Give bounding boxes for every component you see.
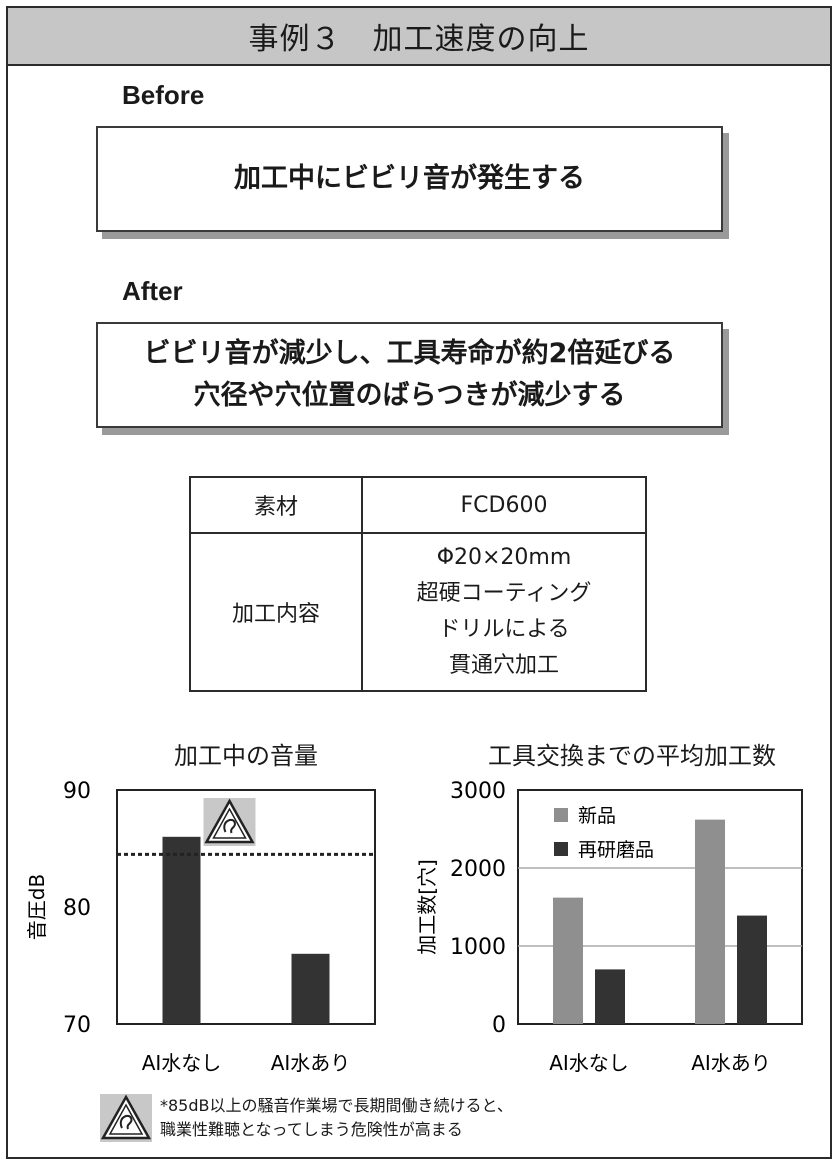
after-text-line-1: ビビリ音が減少し、工具寿命が約2倍延びる	[143, 338, 676, 369]
spec-key-material: 素材	[189, 476, 363, 534]
process-line: ドリルによる	[438, 617, 570, 642]
footnote: *85dB以上の騒音作業場で長期間働き続けると、 職業性難聴となってしまう危険性…	[100, 1092, 720, 1148]
process-line: 貫通穴加工	[448, 653, 559, 678]
y-tick-label: 0	[492, 1013, 506, 1038]
legend-swatch	[554, 808, 568, 822]
spec-value-process: Φ20×20mm 超硬コーティング ドリルによる 貫通穴加工	[361, 532, 647, 692]
y-tick-label: 80	[63, 896, 91, 921]
before-callout: 加工中にビビリ音が発生する	[96, 126, 723, 232]
process-line: Φ20×20mm	[436, 545, 572, 570]
bar	[595, 969, 625, 1024]
after-callout: ビビリ音が減少し、工具寿命が約2倍延びる 穴径や穴位置のばらつきが減少する	[96, 322, 723, 428]
y-tick-label: 90	[63, 779, 91, 804]
process-line: 超硬コーティング	[416, 581, 592, 606]
x-tick-label: AI水なし	[142, 1051, 222, 1075]
table-row: 加工内容 Φ20×20mm 超硬コーティング ドリルによる 貫通穴加工	[189, 532, 647, 692]
y-tick-label: 3000	[450, 779, 506, 804]
table-row: 素材 FCD600	[189, 476, 647, 534]
volume-chart: 70 80 90 音圧dB AI水なし AI水あり	[25, 779, 376, 1075]
footnote-text: *85dB以上の騒音作業場で長期間働き続けると、 職業性難聴となってしまう危険性…	[160, 1094, 513, 1142]
after-text-line-2: 穴径や穴位置のばらつきが減少する	[193, 380, 626, 411]
bar	[291, 953, 330, 1024]
footnote-line-1: *85dB以上の騒音作業場で長期間働き続けると、	[160, 1096, 513, 1115]
bar	[737, 915, 767, 1024]
bar	[553, 897, 583, 1024]
case-panel: 事例３ 加工速度の向上	[6, 6, 832, 1159]
before-label: Before	[122, 80, 205, 110]
chart-2-title: 工具交換までの平均加工数	[488, 742, 776, 770]
y-axis-label: 音圧dB	[25, 874, 49, 940]
hearing-hazard-icon	[100, 1094, 152, 1142]
bar	[695, 819, 725, 1024]
after-label: After	[122, 276, 183, 306]
legend-swatch	[554, 842, 568, 856]
y-axis-label: 加工数[穴]	[415, 859, 439, 955]
bar	[162, 836, 201, 1024]
legend-label: 再研磨品	[578, 839, 654, 861]
chart-1-title: 加工中の音量	[174, 742, 318, 770]
spec-table: 素材 FCD600 加工内容 Φ20×20mm 超硬コーティング ドリルによる …	[189, 476, 647, 692]
case-title: 事例３ 加工速度の向上	[8, 8, 830, 66]
x-tick-label: AI水あり	[691, 1051, 771, 1075]
x-tick-label: AI水あり	[271, 1051, 351, 1075]
spec-key-process: 加工内容	[189, 532, 363, 692]
y-tick-label: 2000	[450, 857, 506, 882]
before-text: 加工中にビビリ音が発生する	[234, 163, 585, 194]
x-tick-label: AI水なし	[549, 1051, 629, 1075]
y-tick-label: 70	[63, 1013, 91, 1038]
hearing-hazard-icon	[203, 798, 256, 846]
footnote-line-2: 職業性難聴となってしまう危険性が高まる	[160, 1120, 463, 1139]
y-tick-label: 1000	[450, 935, 506, 960]
legend-label: 新品	[578, 805, 616, 827]
spec-value-material: FCD600	[361, 476, 647, 534]
